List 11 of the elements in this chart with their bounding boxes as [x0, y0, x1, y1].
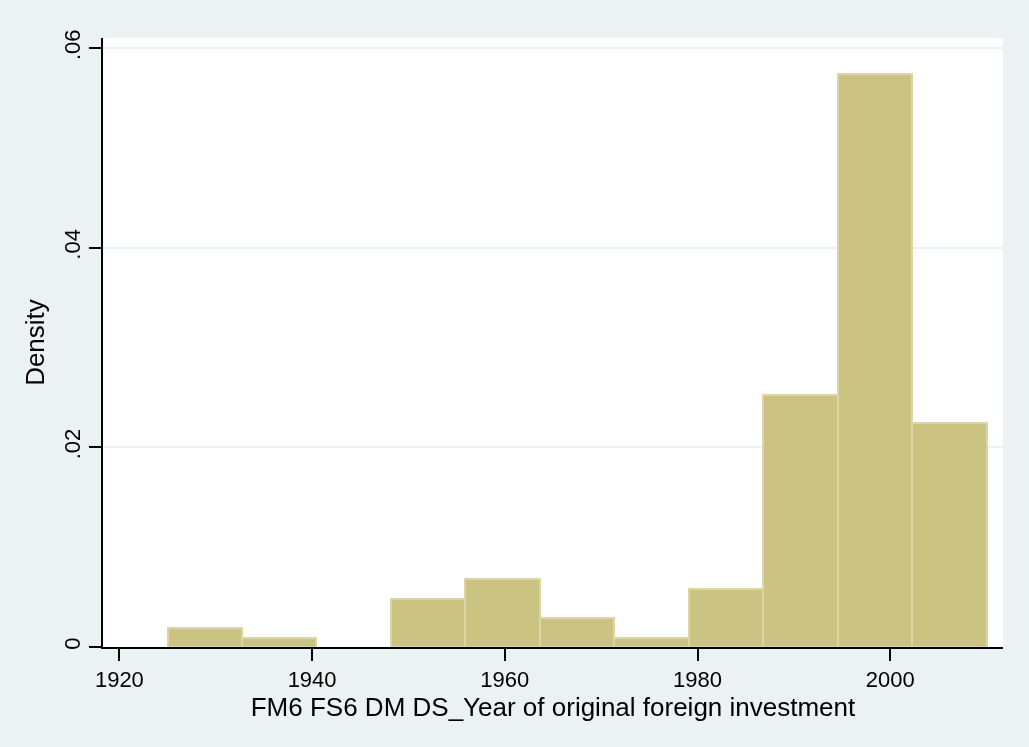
x-tick-label: 2000 [865, 667, 915, 693]
x-axis-title: FM6 FS6 DM DS_Year of original foreign investment [250, 692, 857, 723]
x-tick-label: 1920 [94, 667, 144, 693]
y-tick-label: 0 [60, 637, 86, 650]
x-tick-label: 1940 [287, 667, 337, 693]
y-axis-title: Density [20, 299, 51, 386]
x-tick-label: 1960 [480, 667, 530, 693]
y-tick-label: .04 [60, 229, 86, 260]
x-tick-label: 1980 [673, 667, 723, 693]
y-tick-label: .06 [60, 29, 86, 60]
y-tick-label: .02 [60, 428, 86, 460]
